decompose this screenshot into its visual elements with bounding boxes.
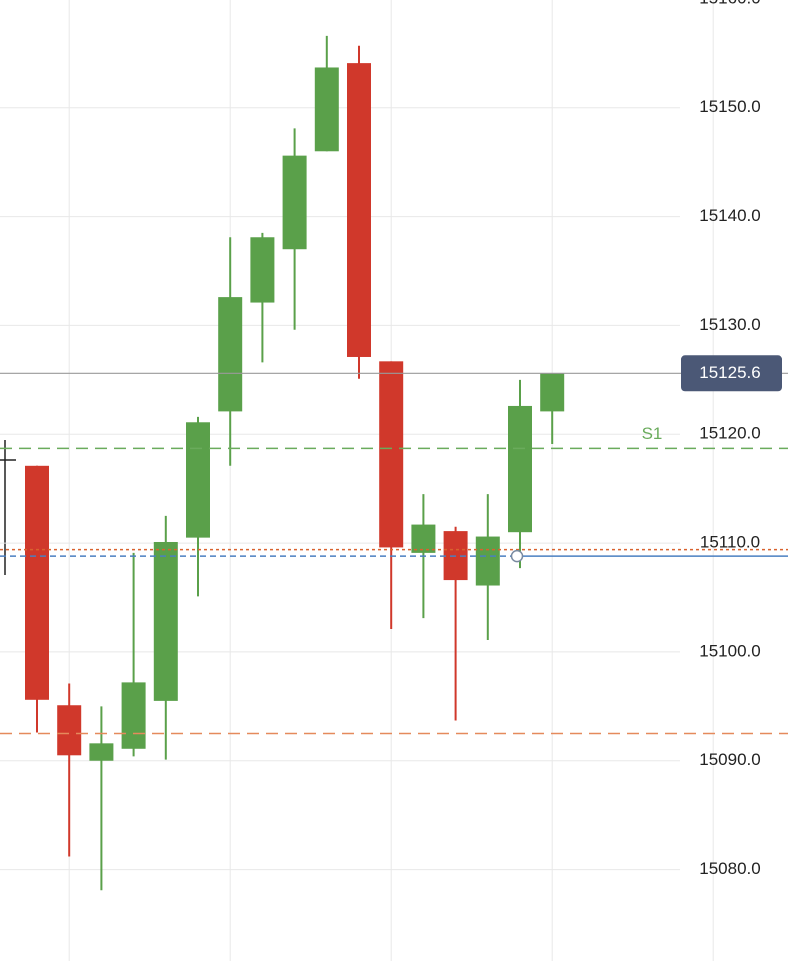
candle-body bbox=[475, 536, 500, 586]
y-tick-label: 15140.0 bbox=[699, 206, 760, 225]
candle-body bbox=[89, 743, 114, 761]
candle-body bbox=[347, 63, 371, 357]
y-tick-label: 15150.0 bbox=[699, 97, 760, 116]
price-label-box bbox=[681, 355, 782, 392]
y-tick-label: 15100.0 bbox=[699, 641, 760, 660]
y-tick-label: 15080.0 bbox=[699, 859, 760, 878]
candle-body bbox=[250, 237, 275, 303]
price-label: 15125.6 bbox=[699, 363, 760, 382]
y-tick-label: 15120.0 bbox=[699, 424, 760, 443]
y-tick-label: 15130.0 bbox=[699, 315, 760, 334]
candle-body bbox=[540, 373, 565, 412]
y-tick-label: 15090.0 bbox=[699, 750, 760, 769]
y-tick-label: 15160.0 bbox=[699, 0, 760, 7]
candle-body bbox=[121, 682, 146, 749]
level-label: S1 bbox=[642, 424, 663, 443]
candle-body bbox=[314, 67, 339, 152]
candle-body bbox=[379, 361, 404, 548]
candle-body bbox=[153, 541, 178, 701]
order-marker bbox=[510, 549, 524, 563]
candle-body bbox=[411, 524, 436, 553]
candle-body bbox=[508, 405, 532, 533]
y-tick-label: 15110.0 bbox=[700, 533, 760, 552]
candle-body bbox=[186, 422, 210, 538]
candle-body bbox=[218, 297, 243, 412]
candle-body bbox=[282, 155, 307, 250]
candle-body bbox=[57, 705, 82, 756]
candle-body bbox=[25, 465, 49, 700]
